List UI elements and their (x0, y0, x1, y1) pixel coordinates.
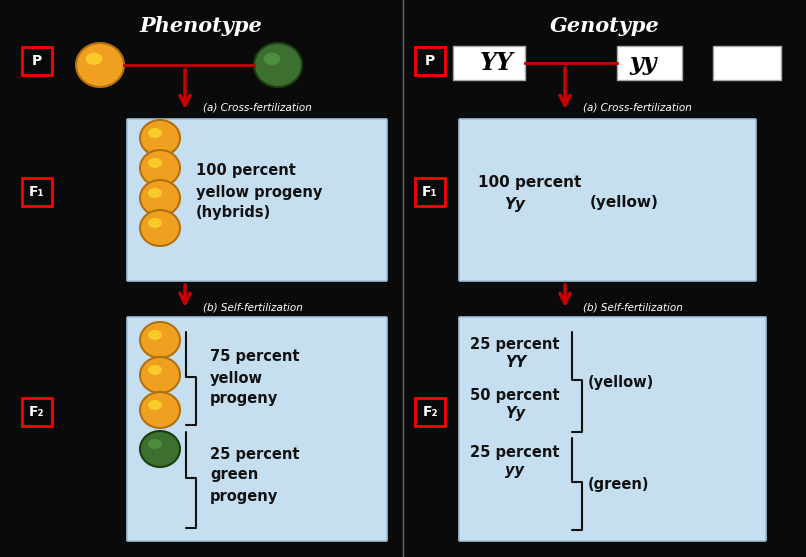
Ellipse shape (148, 218, 162, 228)
Text: (b) Self-fertilization: (b) Self-fertilization (203, 302, 303, 312)
Ellipse shape (148, 365, 162, 375)
Text: F₁: F₁ (29, 185, 45, 199)
Text: P: P (425, 54, 435, 68)
Text: (green): (green) (588, 476, 650, 491)
Ellipse shape (85, 53, 102, 65)
Text: YY: YY (505, 355, 526, 370)
Text: F₂: F₂ (29, 405, 45, 419)
Ellipse shape (148, 188, 162, 198)
Text: F₁: F₁ (422, 185, 438, 199)
Ellipse shape (76, 43, 124, 87)
Text: (b) Self-fertilization: (b) Self-fertilization (583, 302, 683, 312)
Ellipse shape (148, 158, 162, 168)
Ellipse shape (140, 357, 180, 393)
Text: Yy: Yy (505, 406, 526, 421)
Bar (22, 178, 52, 206)
Ellipse shape (148, 400, 162, 410)
FancyBboxPatch shape (127, 317, 387, 541)
Ellipse shape (148, 330, 162, 340)
Text: (a) Cross-fertilization: (a) Cross-fertilization (203, 102, 312, 112)
Text: Genotype: Genotype (550, 16, 660, 36)
Ellipse shape (140, 431, 180, 467)
Bar (617, 46, 682, 80)
Text: yy: yy (629, 51, 657, 75)
Ellipse shape (140, 180, 180, 216)
Text: (yellow): (yellow) (590, 195, 659, 210)
Ellipse shape (140, 150, 180, 186)
Bar (415, 47, 445, 75)
Text: F₂: F₂ (422, 405, 438, 419)
Bar (713, 46, 781, 80)
Text: 50 percent: 50 percent (470, 388, 559, 403)
FancyBboxPatch shape (459, 119, 756, 281)
Bar (22, 398, 52, 426)
Text: 25 percent: 25 percent (470, 445, 559, 460)
Ellipse shape (148, 128, 162, 138)
Text: yy: yy (505, 463, 524, 478)
Bar (415, 398, 445, 426)
Text: 100 percent
yellow progeny
(hybrids): 100 percent yellow progeny (hybrids) (196, 164, 322, 221)
Bar (415, 178, 445, 206)
Text: 75 percent
yellow
progeny: 75 percent yellow progeny (210, 349, 300, 407)
Bar (453, 46, 525, 80)
Text: (a) Cross-fertilization: (a) Cross-fertilization (583, 102, 692, 112)
FancyBboxPatch shape (459, 317, 766, 541)
Ellipse shape (140, 322, 180, 358)
Ellipse shape (254, 43, 302, 87)
Text: 25 percent
green
progeny: 25 percent green progeny (210, 447, 300, 504)
Ellipse shape (140, 392, 180, 428)
Text: 25 percent: 25 percent (470, 337, 559, 352)
Text: Phenotype: Phenotype (139, 16, 263, 36)
Ellipse shape (140, 210, 180, 246)
Bar (22, 47, 52, 75)
Text: (yellow): (yellow) (588, 374, 654, 389)
Ellipse shape (148, 439, 162, 449)
Text: P: P (32, 54, 42, 68)
Text: YY: YY (480, 51, 514, 75)
FancyBboxPatch shape (127, 119, 387, 281)
Text: Yy: Yy (504, 197, 525, 212)
Ellipse shape (264, 53, 280, 65)
Ellipse shape (140, 120, 180, 156)
Text: 100 percent: 100 percent (478, 175, 581, 190)
